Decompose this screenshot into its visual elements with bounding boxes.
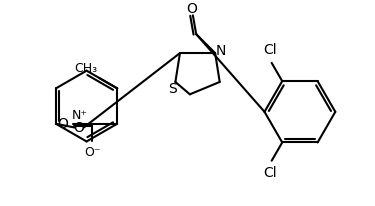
Text: O: O (186, 2, 197, 16)
Text: O: O (57, 117, 68, 131)
Text: Cl: Cl (263, 166, 277, 180)
Text: N: N (216, 44, 226, 58)
Text: S: S (168, 82, 177, 96)
Text: O: O (74, 121, 84, 135)
Text: Cl: Cl (263, 43, 277, 57)
Text: N⁺: N⁺ (72, 109, 88, 122)
Text: O⁻: O⁻ (84, 146, 100, 159)
Text: CH₃: CH₃ (74, 62, 97, 75)
